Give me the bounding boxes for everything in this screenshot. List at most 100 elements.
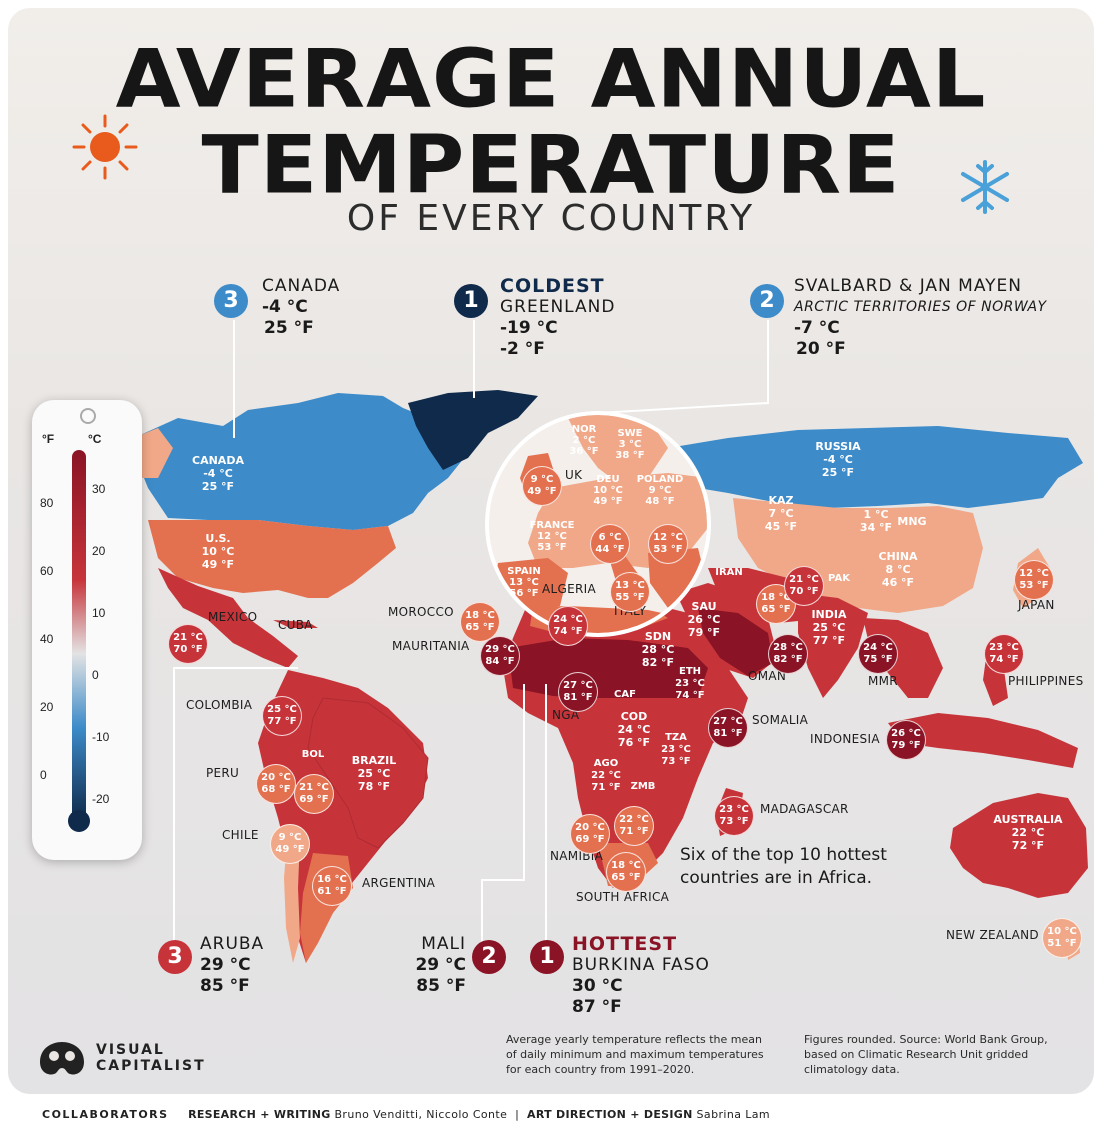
subtitle: OF EVERY COUNTRY: [346, 198, 756, 239]
c-tick-label: -20: [92, 792, 110, 806]
f-tick-label: 20: [40, 700, 54, 714]
temp-bubble-bol: 21 °C 69 °F: [294, 774, 334, 814]
label-somalia: SOMALIA: [752, 713, 809, 727]
temp-bubble-italy: 6 °C 44 °F: [590, 524, 630, 564]
map-scandinavia: [568, 415, 668, 483]
temp-bubble-mexico: 21 °C 70 °F: [168, 624, 208, 664]
label-algeria: ALGERIA: [542, 582, 596, 596]
rank-badge-mali: 2: [472, 940, 506, 974]
temp-bubble-mmr: 24 °C 75 °F: [858, 634, 898, 674]
design-label: ART DIRECTION + DESIGN: [527, 1108, 693, 1121]
map-india: [798, 593, 868, 698]
map-poland-label: POLAND 9 °C 48 °F: [636, 474, 684, 507]
map-nor-label: NOR 2 °C 36 °F: [569, 424, 599, 457]
map-mng-label: MNG: [897, 515, 927, 528]
temp-bubble-peru: 20 °C 68 °F: [256, 764, 296, 804]
temp-bubble-oman: 28 °C 82 °F: [768, 634, 808, 674]
map-indonesia: [888, 713, 1078, 768]
rank-badge-aruba: 3: [158, 940, 192, 974]
temp-bubble-nga: 27 °C 81 °F: [558, 672, 598, 712]
temp-bubble-namibia: 20 °C 69 °F: [570, 814, 610, 854]
methodology-note: Average yearly temperature reflects the …: [506, 1033, 764, 1076]
map-swe-label: SWE 3 °C 38 °F: [615, 428, 645, 461]
map-deu-label: DEU 10 °C 49 °F: [593, 474, 623, 507]
map-brazil: [307, 697, 429, 849]
callout-mali: MALI 29 °C 85 °F: [415, 934, 466, 996]
temp-bubble-south-africa: 18 °C 65 °F: [606, 852, 646, 892]
research-names: Bruno Venditti, Niccolo Conte: [334, 1108, 508, 1121]
temp-bubble-philippines: 23 °C 74 °F: [984, 634, 1024, 674]
map-canada-label: CANADA -4 °C 25 °F: [192, 454, 244, 493]
temp-bubble-new-zealand: 10 °C 51 °F: [1042, 918, 1082, 958]
temp-bubble-japan: 12 °C 53 °F: [1014, 560, 1054, 600]
label-mexico: MEXICO: [208, 610, 258, 624]
visual-capitalist-logo-icon: [40, 1042, 84, 1075]
label-oman: OMAN: [748, 669, 787, 683]
map-ago-label: AGO 22 °C 71 °F: [591, 758, 621, 793]
f-tick-label: 40: [40, 632, 54, 646]
title-line-1: AVERAGE ANNUAL: [115, 32, 987, 126]
infographic-card: AVERAGE ANNUAL TEMPERATURE OF EVERY COUN…: [8, 8, 1094, 1094]
thermometer-f-label: °F: [42, 432, 55, 446]
map-cuba: [273, 620, 318, 628]
map-iran-label: IRAN: [715, 567, 743, 578]
map-sdn-label: SDN 28 °C 82 °F: [641, 630, 675, 669]
map-australia: [950, 793, 1088, 898]
thermometer-tube: [72, 450, 86, 820]
label-philippines: PHILIPPINES: [1008, 674, 1084, 688]
temp-bubble-indonesia: 26 °C 79 °F: [886, 720, 926, 760]
f-tick-label: 0: [40, 768, 47, 782]
map-caf-label: CAF: [614, 689, 636, 700]
label-cuba: CUBA: [278, 618, 313, 632]
map-us-label: U.S. 10 °C 49 °F: [201, 532, 235, 571]
source-note: Figures rounded. Source: World Bank Grou…: [804, 1033, 1048, 1076]
label-indonesia: INDONESIA: [810, 732, 880, 746]
temp-bubble-madagascar: 23 °C 73 °F: [714, 796, 754, 836]
map-tza-label: TZA 23 °C 73 °F: [661, 732, 691, 767]
map-bol-label: BOL: [301, 749, 325, 760]
label-peru: PERU: [206, 766, 240, 780]
label-argentina: ARGENTINA: [362, 876, 436, 890]
temp-bubble-algeria: 24 °C 74 °F: [548, 606, 588, 646]
map-australia-label: AUSTRALIA 22 °C 72 °F: [993, 813, 1063, 852]
map-pak-label: PAK: [828, 573, 850, 584]
label-nga: NGA: [552, 708, 580, 722]
c-tick-label: -10: [92, 730, 110, 744]
callout-canada: CANADA -4 °C 25 °F: [262, 276, 341, 338]
map-us: [148, 520, 396, 598]
label-morocco: MOROCCO: [388, 605, 454, 619]
map-arabia: [698, 608, 773, 676]
label-mauritania: MAURITANIA: [392, 639, 470, 653]
f-tick-label: 60: [40, 564, 54, 578]
map-mexico: [158, 568, 298, 668]
title-line-2: TEMPERATURE: [201, 118, 901, 212]
temp-bubble-morocco: 18 °C 65 °F: [460, 602, 500, 642]
label-uk: UK: [565, 468, 583, 482]
map-zmb-label: ZMB: [630, 781, 656, 792]
temp-bubble-mauritania: 29 °C 84 °F: [480, 636, 520, 676]
callout-burkina: HOTTEST BURKINA FASO 30 °C 87 °F: [572, 933, 710, 1018]
snowflake-icon: [961, 160, 1009, 214]
c-tick-label: 0: [92, 668, 99, 682]
label-south-africa: SOUTH AFRICA: [576, 890, 670, 904]
callout-greenland: COLDEST GREENLAND -19 °C -2 °F: [500, 275, 616, 360]
map-mng-temp: 1 °C 34 °F: [859, 508, 893, 534]
map-eth-label: ETH 23 °C 74 °F: [675, 666, 705, 701]
map-greenland: [408, 390, 538, 470]
c-tick-label: 20: [92, 544, 106, 558]
temp-bubble-balkan: 12 °C 53 °F: [648, 524, 688, 564]
thermometer-c-label: °C: [88, 432, 102, 446]
collaborators-label: COLLABORATORS: [42, 1108, 169, 1121]
label-japan: JAPAN: [1018, 598, 1055, 612]
thermometer-icon: °F °C 80 60 40 20 0 30 20 10 0 -10 -20: [32, 400, 142, 860]
temp-bubble-argentina: 16 °C 61 °F: [312, 866, 352, 906]
f-tick-label: 80: [40, 496, 54, 510]
thermometer-hang-hole: [80, 408, 96, 424]
map-sau-label: SAU 26 °C 79 °F: [687, 600, 721, 639]
africa-note-line-2: countries are in Africa.: [680, 868, 873, 888]
map-cod-label: COD 24 °C 76 °F: [617, 710, 651, 749]
label-chile: CHILE: [222, 828, 259, 842]
temp-bubble-italy-south: 13 °C 55 °F: [610, 572, 650, 612]
temp-bubble-zmb: 22 °C 71 °F: [614, 806, 654, 846]
map-india-label: INDIA 25 °C 77 °F: [811, 608, 847, 647]
